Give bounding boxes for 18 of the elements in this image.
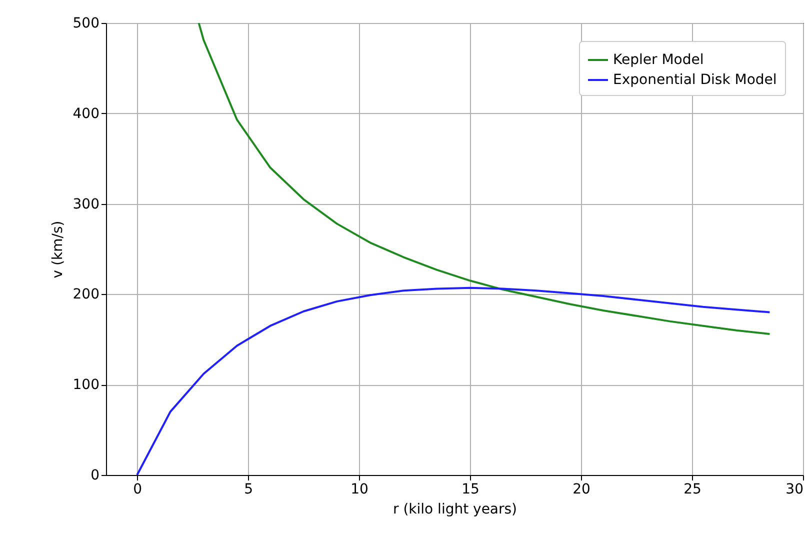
x-axis-title: r (kilo light years) [392,502,518,518]
y-tick-label: 0 [90,468,100,484]
y-tick-label: 200 [72,286,100,303]
x-tick-label: 0 [133,482,142,498]
x-tick-label: 10 [350,482,368,498]
y-tick-label: 400 [72,106,100,122]
x-tick-label: 20 [572,482,590,498]
line-series [136,286,771,475]
legend-label: Exponential Disk Model [613,72,777,88]
y-axis-title: v (km/s) [50,220,66,278]
y-tick-label: 300 [72,196,100,212]
x-tick-label: 30 [786,482,804,498]
y-tick-label: 500 [72,16,100,32]
x-tick-label: 15 [462,482,480,498]
legend-label: Kepler Model [613,52,704,68]
x-tick-label: 25 [684,482,702,498]
y-tick-label: 100 [72,377,100,394]
x-tick-label: 5 [244,482,254,498]
